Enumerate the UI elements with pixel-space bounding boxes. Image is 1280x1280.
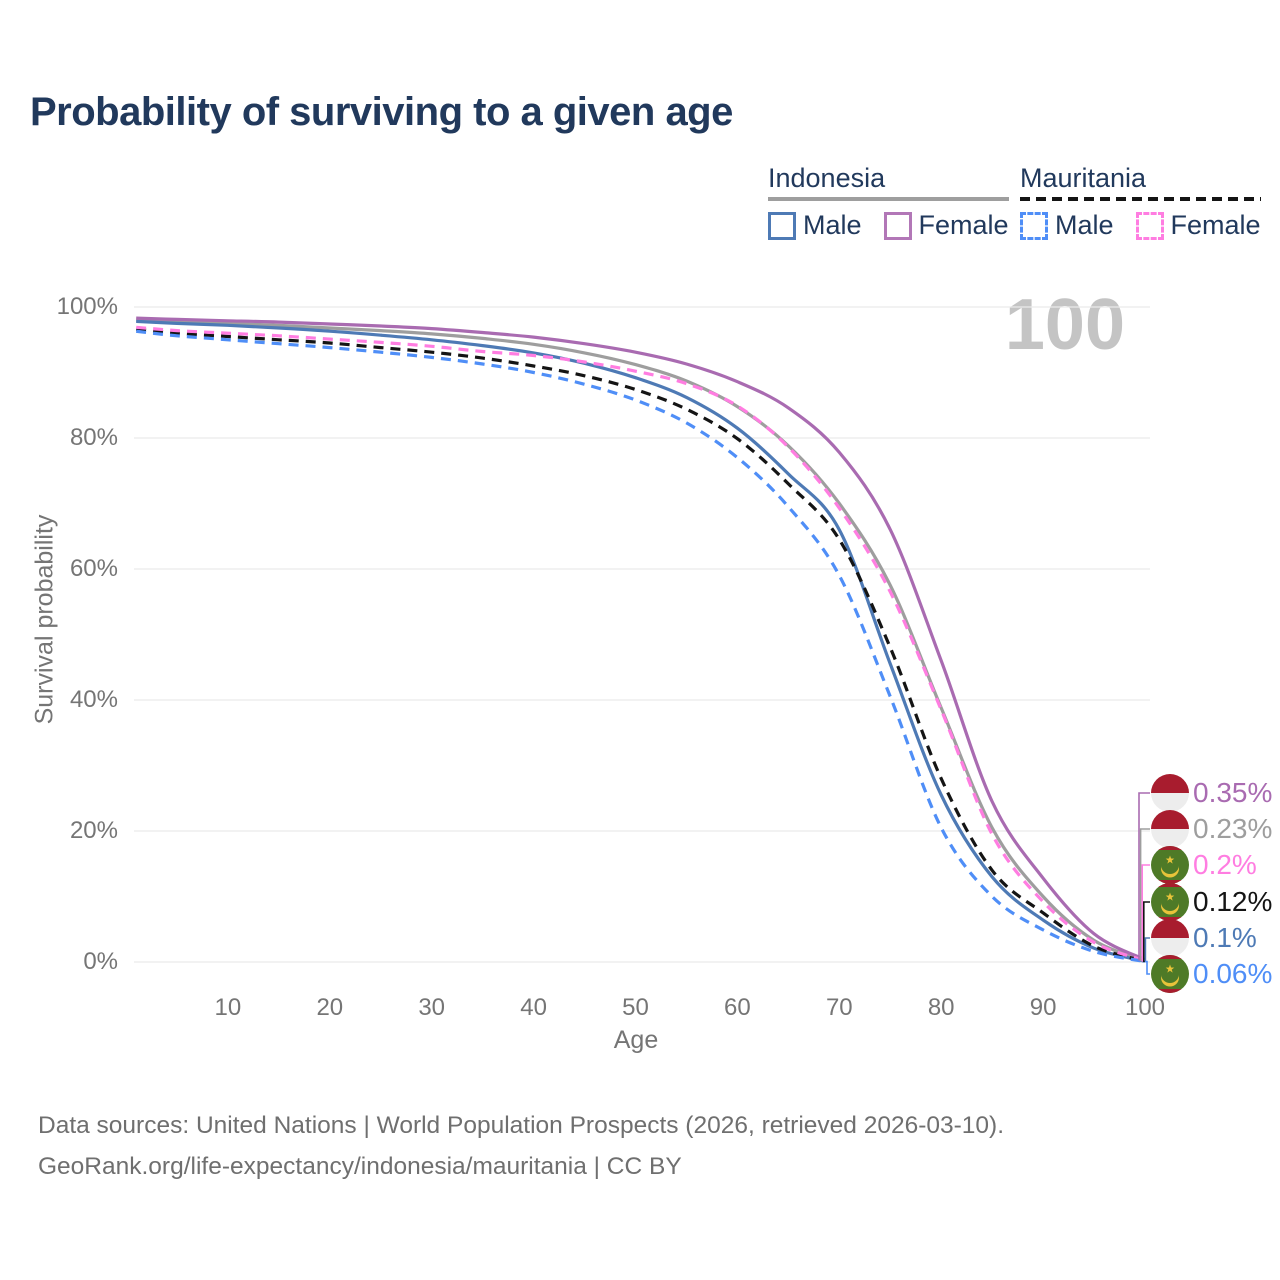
x-tick-90: 90	[1029, 994, 1057, 1021]
legend-group-mauritania: Mauritania Male Female	[1020, 163, 1261, 241]
series-line-mauritania-all[interactable]	[136, 327, 1146, 963]
indonesia-female-swatch-icon	[883, 211, 912, 240]
legend-item-mauritania-male[interactable]: Male	[1020, 210, 1114, 241]
attribution-text: GeoRank.org/life-expectancy/indonesia/ma…	[38, 1153, 682, 1180]
end-label-indonesia-male: 0.1%	[1151, 919, 1257, 957]
mauritania-female-swatch-icon	[1135, 211, 1164, 240]
mauritania-flag-icon	[1151, 955, 1189, 993]
legend-header-mauritania[interactable]: Mauritania	[1020, 163, 1147, 193]
x-tick-40: 40	[520, 994, 547, 1021]
series-line-mauritania-male[interactable]	[136, 329, 1146, 964]
age-watermark: 100	[1004, 285, 1125, 365]
legend-item-indonesia-male[interactable]: Male	[768, 210, 862, 241]
x-tick-100: 100	[1124, 994, 1166, 1021]
legend-underline-mauritania	[1020, 197, 1261, 201]
end-label-mauritania-male: 0.06%	[1151, 955, 1272, 993]
end-label-value: 0.1%	[1193, 922, 1257, 953]
end-label-value: 0.2%	[1193, 849, 1257, 880]
end-label-value: 0.35%	[1193, 777, 1273, 808]
indonesia-flag-icon	[1151, 810, 1189, 848]
data-sources-text: Data sources: United Nations | World Pop…	[38, 1112, 1005, 1139]
footer: Data sources: United Nations | World Pop…	[38, 1105, 1004, 1187]
mauritania-flag-icon	[1151, 883, 1189, 921]
x-tick-20: 20	[316, 994, 344, 1021]
indonesia-male-swatch-icon	[768, 211, 796, 240]
y-axis-title: Survival probability	[30, 514, 59, 725]
legend-group-indonesia: Indonesia Male Female	[768, 163, 1009, 241]
y-tick-100%: 100%	[56, 293, 118, 320]
series-line-mauritania-female[interactable]	[136, 325, 1146, 963]
end-label-value: 0.12%	[1193, 886, 1273, 917]
end-label-value: 0.06%	[1193, 958, 1273, 989]
legend-item-label: Male	[1055, 210, 1114, 240]
mauritania-flag-icon	[1151, 846, 1189, 884]
x-tick-70: 70	[825, 994, 853, 1021]
indonesia-flag-icon	[1151, 774, 1189, 812]
x-tick-50: 50	[622, 994, 649, 1021]
end-label-connector	[1145, 960, 1150, 975]
indonesia-flag-icon	[1151, 919, 1189, 957]
y-tick-80%: 80%	[69, 424, 118, 451]
page-title: Probability of surviving to a given age	[30, 90, 733, 134]
y-tick-0%: 0%	[83, 948, 118, 975]
y-tick-60%: 60%	[69, 555, 118, 582]
legend-underline-indonesia	[768, 197, 1009, 201]
end-label-indonesia-all: 0.23%	[1151, 810, 1272, 848]
end-label-connector	[1144, 937, 1150, 963]
end-label-mauritania-female: 0.2%	[1151, 846, 1257, 884]
legend-header-indonesia[interactable]: Indonesia	[768, 163, 886, 193]
end-label-value: 0.23%	[1193, 813, 1273, 844]
end-label-mauritania-all: 0.12%	[1151, 883, 1272, 921]
x-tick-60: 60	[724, 994, 751, 1021]
legend-item-mauritania-female[interactable]: Female	[1135, 210, 1261, 241]
mauritania-male-swatch-icon	[1020, 211, 1048, 240]
x-tick-80: 80	[927, 994, 955, 1021]
legend-item-label: Female	[1170, 210, 1261, 240]
series-line-indonesia-female[interactable]	[136, 316, 1146, 962]
y-tick-40%: 40%	[69, 686, 118, 713]
end-label-connector	[1143, 901, 1150, 963]
series-line-indonesia-male[interactable]	[136, 319, 1146, 963]
legend-item-label: Female	[918, 210, 1009, 240]
x-tick-10: 10	[214, 994, 242, 1021]
legend-item-label: Male	[803, 210, 862, 240]
series-line-indonesia-all[interactable]	[136, 318, 1146, 962]
end-label-indonesia-female: 0.35%	[1151, 774, 1272, 812]
x-axis-title: Age	[613, 1026, 659, 1054]
y-tick-20%: 20%	[69, 817, 118, 844]
legend-item-indonesia-female[interactable]: Female	[883, 210, 1009, 241]
x-tick-30: 30	[418, 994, 446, 1021]
